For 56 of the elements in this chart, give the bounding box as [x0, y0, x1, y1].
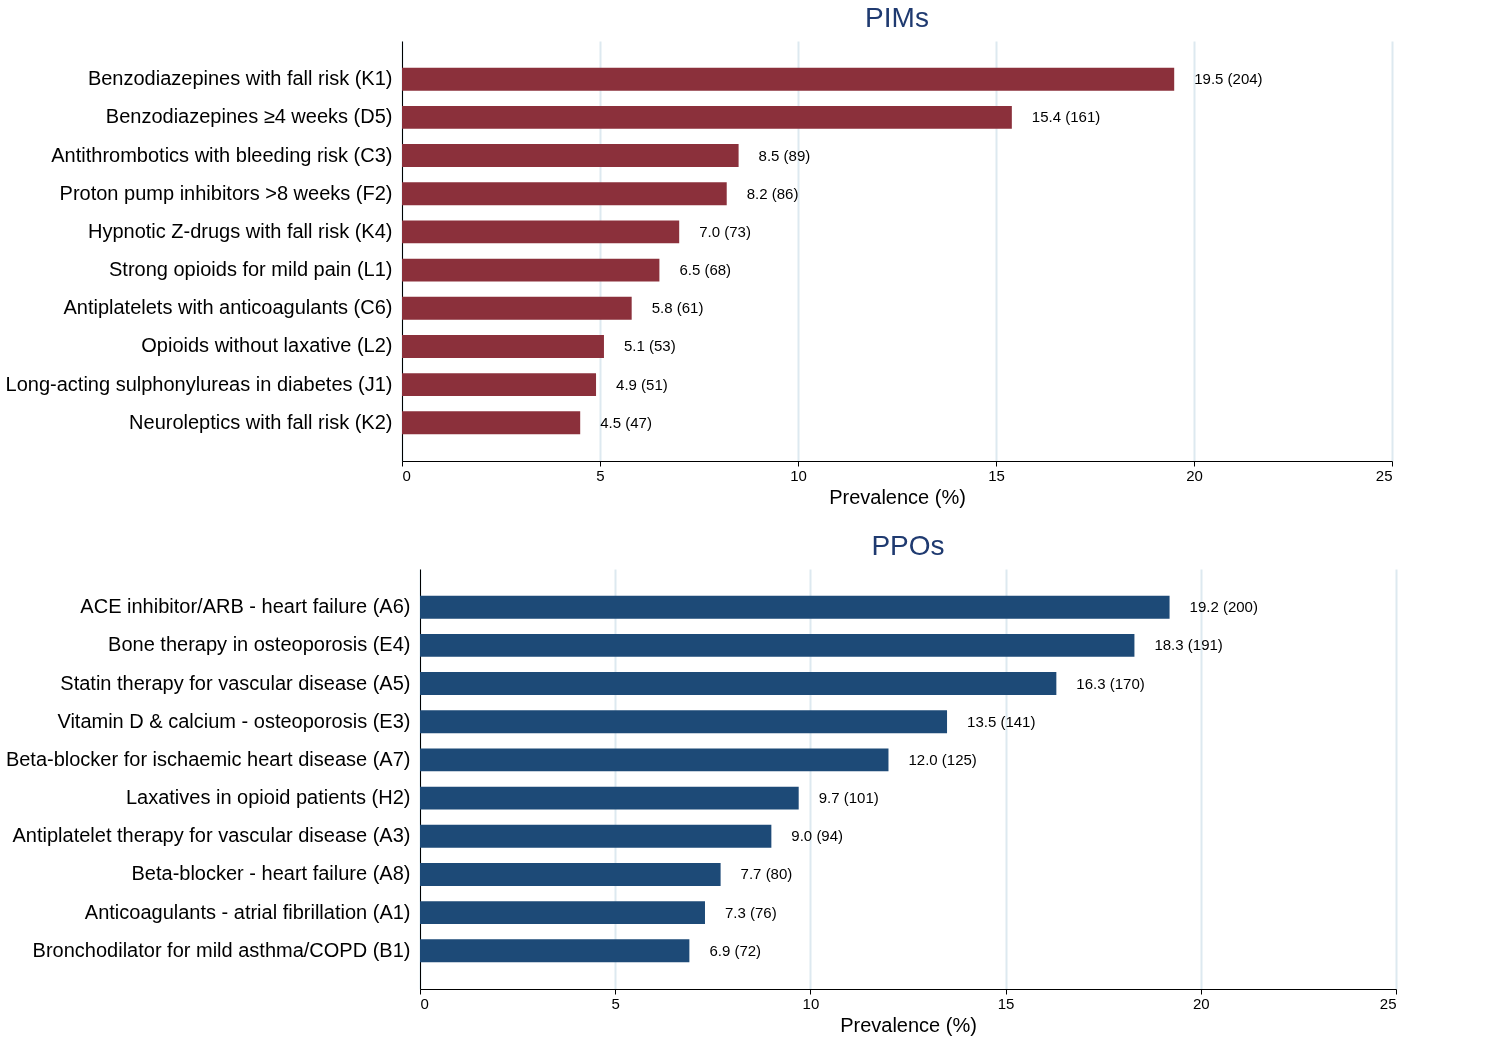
- data-label: 4.5 (47): [600, 413, 652, 431]
- data-label: 18.3 (191): [1154, 636, 1223, 654]
- y-tick-label: Beta-blocker for ischaemic heart disease (A7): [5, 747, 411, 770]
- x-tick-label: 10: [802, 994, 820, 1012]
- y-tick-label: Beta-blocker - heart failure (A8): [131, 862, 411, 885]
- data-label: 19.5 (204): [1194, 70, 1263, 88]
- data-label: 7.7 (80): [740, 865, 793, 883]
- x-tick-label: 15: [988, 466, 1005, 484]
- y-tick-label: Hypnotic Z-drugs with fall risk (K4): [87, 219, 393, 242]
- x-tick-label: 5: [611, 994, 620, 1012]
- chart-title: PPOs: [871, 530, 945, 561]
- y-tick-label: ACE inhibitor/ARB - heart failure (A6): [80, 595, 411, 618]
- data-label: 9.7 (101): [818, 789, 879, 807]
- x-axis-title: Prevalence (%): [840, 1013, 977, 1036]
- x-tick-label: 0: [420, 994, 429, 1012]
- x-tick-label: 25: [1375, 466, 1393, 484]
- x-tick-label: 5: [596, 466, 605, 484]
- x-tick-label: 15: [997, 994, 1015, 1012]
- x-tick-label: 20: [1186, 466, 1203, 484]
- data-label: 4.9 (51): [616, 375, 668, 393]
- y-tick-label: Antithrombotics with bleeding risk (C3): [51, 143, 393, 166]
- y-tick-label: Laxatives in opioid patients (H2): [125, 786, 411, 809]
- y-tick-label: Long-acting sulphonylureas in diabetes (J1): [5, 372, 393, 395]
- y-tick-label: Bronchodilator for mild asthma/COPD (B1): [32, 938, 411, 961]
- data-label: 12.0 (125): [908, 750, 977, 768]
- data-label: 16.3 (170): [1076, 674, 1145, 692]
- data-label: 6.5 (68): [679, 261, 732, 279]
- y-tick-label: Benzodiazepines with fall risk (K1): [87, 67, 393, 90]
- data-label: 6.9 (72): [709, 941, 762, 959]
- y-tick-label: Neuroleptics with fall risk (K2): [129, 410, 393, 433]
- data-label: 7.3 (76): [724, 903, 777, 921]
- x-tick-label: 0: [402, 466, 411, 484]
- y-tick-label: Opioids without laxative (L2): [141, 334, 393, 357]
- x-tick-label: 25: [1379, 994, 1397, 1012]
- data-label: 15.4 (161): [1031, 108, 1101, 126]
- data-label: 13.5 (141): [967, 712, 1036, 730]
- y-tick-label: Vitamin D & calcium - osteoporosis (E3): [57, 709, 411, 732]
- y-tick-label: Bone therapy in osteoporosis (E4): [108, 633, 411, 656]
- data-label: 5.8 (61): [651, 299, 704, 317]
- data-label: 7.0 (73): [699, 222, 751, 240]
- data-label: 8.2 (86): [746, 184, 799, 202]
- data-label: 19.2 (200): [1189, 598, 1258, 616]
- y-tick-label: Statin therapy for vascular disease (A5): [60, 671, 411, 694]
- y-tick-label: Antiplatelet therapy for vascular disease (A3): [12, 824, 411, 847]
- y-tick-label: Antiplatelets with anticoagulants (C6): [63, 296, 393, 319]
- x-tick-label: 20: [1192, 994, 1210, 1012]
- y-tick-label: Proton pump inhibitors >8 weeks (F2): [59, 181, 393, 204]
- x-axis-title: Prevalence (%): [829, 485, 966, 508]
- x-tick-label: 10: [790, 466, 807, 484]
- y-tick-label: Benzodiazepines ≥4 weeks (D5): [105, 105, 393, 128]
- data-label: 8.5 (89): [758, 146, 811, 164]
- chart-title: PIMs: [865, 2, 929, 33]
- data-label: 9.0 (94): [791, 827, 844, 845]
- data-label: 5.1 (53): [623, 337, 676, 355]
- y-tick-label: Strong opioids for mild pain (L1): [109, 258, 393, 281]
- y-tick-label: Anticoagulants - atrial fibrillation (A1): [84, 900, 411, 923]
